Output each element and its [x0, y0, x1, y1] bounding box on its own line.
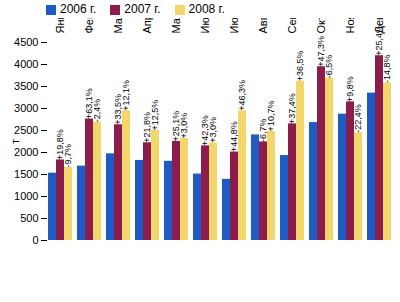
svg-text:-14,8%: -14,8% [382, 54, 392, 83]
svg-text:+47,3%: +47,3% [316, 35, 327, 67]
svg-text:Май: Май [170, 18, 182, 34]
svg-text:2500: 2500 [14, 124, 38, 136]
svg-text:0: 0 [32, 234, 38, 246]
svg-text:Ноябрь: Ноябрь [344, 18, 356, 34]
svg-text:+12,1%: +12,1% [121, 80, 131, 111]
svg-text:500: 500 [20, 212, 38, 224]
svg-text:+44,8%: +44,8% [229, 121, 239, 152]
svg-text:Январь: Январь [54, 18, 66, 34]
svg-text:3500: 3500 [14, 80, 38, 92]
svg-text:-6,7%: -6,7% [258, 118, 269, 142]
svg-text:3000: 3000 [14, 102, 38, 114]
svg-text:Апрель: Апрель [141, 18, 153, 34]
svg-text:+25,1%: +25,1% [171, 110, 182, 142]
svg-text:Сентябрь: Сентябрь [286, 18, 298, 34]
svg-text:+3,0%: +3,0% [179, 113, 189, 139]
svg-text:Февраль: Февраль [83, 18, 95, 34]
svg-text:-9,7%: -9,7% [63, 144, 73, 168]
svg-text:1000: 1000 [14, 190, 38, 202]
svg-text:+19,8%: +19,8% [55, 129, 66, 160]
svg-text:+9,8%: +9,8% [345, 76, 355, 102]
svg-text:т: т [9, 139, 21, 144]
svg-text:-22,4%: -22,4% [353, 104, 363, 133]
svg-text:Июнь: Июнь [199, 18, 211, 34]
svg-text:Октябрь: Октябрь [315, 18, 327, 34]
svg-text:+25,4%: +25,4% [374, 24, 385, 56]
svg-text:1500: 1500 [14, 168, 38, 180]
svg-text:-6,5%: -6,5% [324, 55, 334, 79]
svg-text:2000: 2000 [14, 146, 38, 158]
svg-text:+37,4%: +37,4% [287, 93, 297, 124]
svg-text:+46,3%: +46,3% [237, 80, 247, 111]
svg-text:4000: 4000 [14, 58, 38, 70]
svg-text:+33,5%: +33,5% [113, 94, 124, 125]
svg-text:+63,1%: +63,1% [84, 88, 95, 120]
svg-text:4500: 4500 [14, 36, 38, 48]
svg-text:Декабрь: Декабрь [373, 18, 385, 34]
svg-text:+21,8%: +21,8% [142, 112, 153, 143]
svg-text:+42,3%: +42,3% [200, 115, 211, 146]
svg-text:Март: Март [112, 18, 124, 34]
html-text:2007 г.: 2007 г. [124, 2, 161, 16]
svg-text:-2,4%: -2,4% [92, 99, 102, 123]
svg-text:+10,7%: +10,7% [266, 101, 276, 132]
svg-text:Июль: Июль [228, 18, 240, 34]
html-text:2008 г.: 2008 г. [188, 2, 225, 16]
svg-text:+3,0%: +3,0% [208, 117, 218, 143]
svg-text:+12,5%: +12,5% [150, 100, 160, 131]
svg-text:Август: Август [257, 18, 269, 34]
html-text:2006 г.: 2006 г. [60, 2, 97, 16]
svg-text:+36,5%: +36,5% [295, 50, 305, 81]
